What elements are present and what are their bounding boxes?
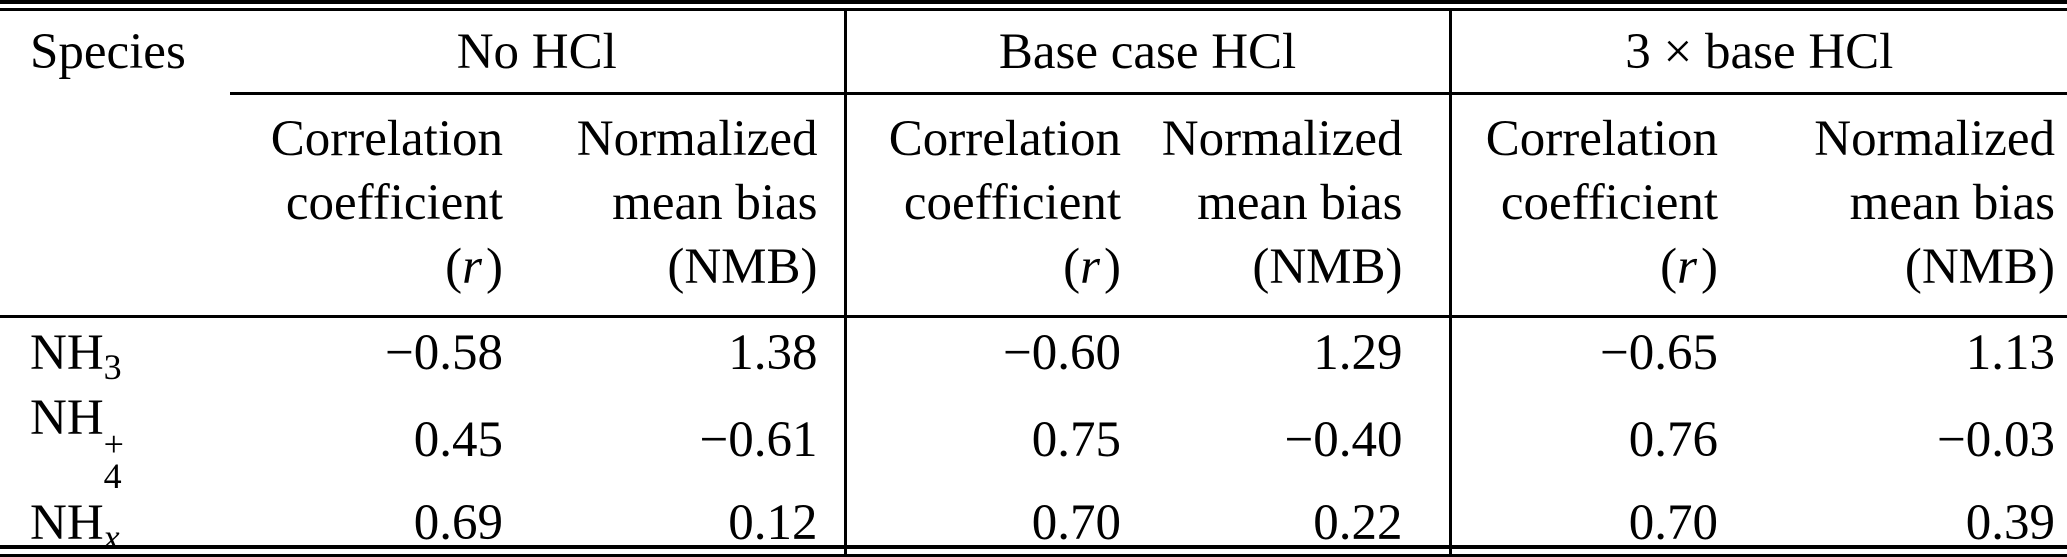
- corr-line2: coefficient: [903, 175, 1122, 231]
- cell-nh3-no-hcl-nmb: 1.38: [728, 325, 818, 382]
- cell-nhx-3x-hcl-nmb: 0.39: [1965, 495, 2056, 552]
- corr-line1: Correlation: [270, 111, 503, 167]
- species-label-nhx: NHx: [0, 492, 230, 556]
- cell-nh4-3x-hcl-nmb: −0.03: [1937, 412, 2056, 469]
- nmb-line1: Normalized: [576, 111, 818, 167]
- cell-nh4-base-hcl-nmb: −0.40: [1284, 412, 1403, 469]
- species-base: NH: [30, 495, 104, 552]
- subheader-base-hcl-r: Correlation coefficient (r): [843, 93, 1142, 318]
- species-column-header: Species: [30, 24, 186, 81]
- paren-open: (: [1660, 239, 1678, 295]
- species-subscript: x: [103, 517, 120, 557]
- paren-close: ): [1104, 239, 1122, 295]
- cell-nh4-base-hcl-r: 0.75: [843, 388, 1142, 492]
- species-label-nh3: NH3: [0, 317, 230, 389]
- nmb-line3: (NMB): [1252, 239, 1403, 295]
- subheader-base-hcl-nmb: Normalized mean bias (NMB): [1141, 93, 1451, 318]
- r-symbol: r: [462, 239, 482, 295]
- paren-close: ): [486, 239, 503, 295]
- nmb-line1: Normalized: [1814, 111, 2056, 167]
- cell-nh4-no-hcl-r: 0.45: [413, 412, 503, 469]
- model-evaluation-table: Species No HCl Base case HCl 3 × base HC…: [0, 8, 2067, 557]
- cell-nh3-base-hcl-nmb: 1.29: [1313, 325, 1403, 382]
- table-row-nhx: NHx 0.69 0.12 0.70 0.22 0.70 0.39: [0, 491, 2067, 556]
- subheader-no-hcl-r: Correlation coefficient (r): [230, 93, 517, 318]
- cell-nh3-no-hcl-r: −0.58: [384, 325, 503, 382]
- corr-line1: Correlation: [888, 111, 1122, 167]
- species-superscript: +: [103, 423, 124, 464]
- species-base: NH: [30, 325, 104, 382]
- r-symbol: r: [1080, 239, 1100, 295]
- nmb-line2: mean bias: [612, 175, 818, 231]
- corr-line1: Correlation: [1485, 111, 1719, 167]
- nmb-line3: (NMB): [667, 239, 818, 295]
- paren-open: (: [445, 239, 463, 295]
- cell-nhx-base-hcl-nmb: 0.22: [1313, 495, 1403, 552]
- nmb-line1: Normalized: [1161, 111, 1403, 167]
- nmb-line2: mean bias: [1197, 175, 1403, 231]
- cell-nh4-no-hcl-nmb: −0.61: [699, 412, 818, 469]
- species-sup-sub-stack: +4: [103, 423, 124, 496]
- cell-nh3-3x-hcl-r: −0.65: [1448, 316, 1751, 389]
- species-subheader-spacer: [0, 93, 230, 318]
- r-symbol: r: [1677, 239, 1697, 295]
- paren-open: (: [1063, 239, 1081, 295]
- table-row-nh4: NH +4 0.45 −0.61 0.75 −0.40 0.76 −0.03: [0, 388, 2067, 496]
- species-label-nh4: NH +4: [0, 389, 230, 496]
- corr-line3: (r): [847, 235, 1122, 299]
- corr-line2: coefficient: [1500, 175, 1719, 231]
- group-header-base-case-hcl: Base case HCl: [843, 9, 1451, 95]
- species-subscript: 4: [103, 455, 122, 496]
- subheader-3x-hcl-nmb: Normalized mean bias (NMB): [1750, 93, 2067, 318]
- table-row-nh3: NH3 −0.58 1.38 −0.60 1.29 −0.65 1.13: [0, 316, 2067, 389]
- cell-nh3-3x-hcl-nmb: 1.13: [1965, 325, 2056, 382]
- species-base: NH: [30, 389, 104, 446]
- cell-nh4-3x-hcl-r: 0.76: [1448, 388, 1751, 492]
- paren-close: ): [1701, 239, 1719, 295]
- cell-nhx-3x-hcl-r: 0.70: [1448, 491, 1751, 556]
- header-sub-row: Correlation coefficient (r) Normalized m…: [0, 93, 2067, 318]
- subheader-3x-hcl-r: Correlation coefficient (r): [1448, 93, 1751, 318]
- cell-nh3-base-hcl-r: −0.60: [843, 316, 1142, 389]
- corr-line3: (r): [1452, 235, 1719, 299]
- group-header-3x-base-hcl: 3 × base HCl: [1448, 9, 2067, 95]
- species-subscript: 3: [103, 347, 122, 388]
- nmb-line2: mean bias: [1849, 175, 2056, 231]
- group-header-no-hcl: No HCl: [230, 9, 846, 95]
- header-group-row: Species No HCl Base case HCl 3 × base HC…: [0, 9, 2067, 95]
- cell-nhx-no-hcl-nmb: 0.12: [728, 495, 818, 552]
- cell-nhx-base-hcl-r: 0.70: [843, 491, 1142, 556]
- corr-line2: coefficient: [285, 175, 503, 231]
- corr-line3: (r): [230, 235, 503, 299]
- subheader-no-hcl-nmb: Normalized mean bias (NMB): [517, 93, 846, 318]
- cell-nhx-no-hcl-r: 0.69: [413, 495, 503, 552]
- nmb-line3: (NMB): [1904, 239, 2056, 295]
